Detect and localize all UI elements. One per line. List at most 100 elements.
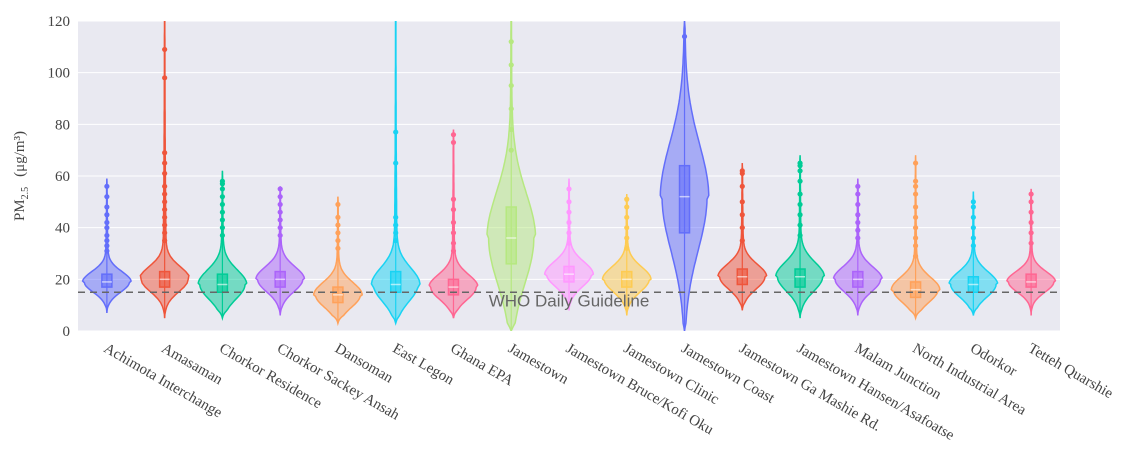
- outlier-point: [912, 160, 919, 166]
- outlier-point: [219, 217, 226, 223]
- outlier-point: [162, 183, 168, 189]
- y-tick-label: 120: [48, 14, 71, 30]
- violin-box: [505, 206, 517, 265]
- outlier-point: [1028, 240, 1034, 246]
- outlier-point: [335, 237, 341, 244]
- outlier-point: [797, 222, 803, 228]
- violin-box: [678, 164, 691, 234]
- y-title-sub: 2.5: [20, 187, 31, 200]
- outlier-point: [277, 194, 283, 200]
- outlier-point: [508, 62, 514, 68]
- outlier-point: [104, 237, 110, 244]
- outlier-point: [739, 199, 745, 205]
- outlier-point: [162, 222, 168, 228]
- outlier-point: [912, 243, 919, 249]
- outlier-point: [855, 227, 861, 233]
- outlier-point: [219, 186, 226, 192]
- outlier-point: [855, 201, 861, 208]
- outlier-point: [912, 253, 919, 259]
- outlier-point: [335, 230, 341, 236]
- outlier-point: [335, 201, 341, 208]
- outlier-point: [797, 201, 803, 208]
- outlier-point: [624, 196, 630, 202]
- outlier-point: [912, 235, 919, 241]
- outlier-point: [450, 230, 457, 236]
- outlier-point: [277, 225, 283, 231]
- outlier-point: [162, 206, 168, 213]
- outlier-point: [277, 186, 283, 192]
- x-tick-label: East Legon: [390, 341, 457, 389]
- outlier-point: [739, 183, 745, 189]
- outlier-point: [970, 225, 976, 231]
- outlier-point: [162, 237, 168, 244]
- outlier-point: [450, 196, 457, 202]
- y-tick-label: 40: [55, 221, 70, 237]
- violin-box: [1025, 273, 1037, 288]
- x-tick-label: Jamestown: [505, 341, 571, 388]
- outlier-point: [104, 194, 110, 200]
- outlier-point: [912, 178, 919, 184]
- outlier-point: [450, 240, 457, 246]
- outlier-point: [797, 178, 803, 184]
- outlier-point: [335, 245, 341, 251]
- x-tick-label: Chorkor Residence: [216, 341, 324, 413]
- outlier-point: [450, 248, 457, 254]
- violin-box: [794, 268, 806, 288]
- outlier-point: [104, 232, 110, 239]
- outlier-point: [104, 183, 110, 189]
- outlier-point: [797, 191, 803, 197]
- outlier-point: [855, 212, 861, 218]
- outlier-point: [219, 209, 226, 215]
- outlier-point: [162, 150, 168, 156]
- outlier-point: [566, 240, 572, 246]
- outlier-point: [1028, 191, 1034, 197]
- outlier-point: [393, 237, 399, 244]
- outlier-point: [1028, 230, 1034, 236]
- outlier-point: [912, 191, 919, 197]
- outlier-point: [797, 212, 803, 218]
- outlier-point: [508, 82, 514, 89]
- outlier-point: [912, 214, 919, 220]
- outlier-point: [219, 178, 226, 184]
- outlier-point: [566, 230, 572, 236]
- outlier-point: [912, 225, 919, 231]
- outlier-point: [1028, 199, 1034, 205]
- violin-box: [216, 273, 229, 293]
- outlier-point: [566, 186, 572, 192]
- outlier-point: [393, 214, 399, 220]
- outlier-point: [970, 204, 976, 210]
- outlier-point: [162, 230, 168, 236]
- outlier-point: [104, 248, 110, 254]
- y-tick-label: 60: [55, 169, 70, 185]
- outlier-point: [450, 206, 457, 213]
- outlier-point: [162, 214, 168, 220]
- y-title-unit: (μg/m³): [12, 131, 28, 177]
- outlier-point: [912, 204, 919, 210]
- y-tick-label: 100: [48, 66, 71, 82]
- outlier-point: [624, 235, 630, 241]
- outlier-point: [162, 191, 168, 197]
- outlier-point: [277, 209, 283, 215]
- violin-box: [101, 273, 113, 288]
- outlier-point: [335, 222, 341, 228]
- outlier-point: [970, 214, 976, 220]
- outlier-point: [1028, 209, 1034, 215]
- outlier-point: [162, 199, 168, 205]
- outlier-point: [855, 219, 861, 226]
- outlier-point: [162, 170, 168, 177]
- outlier-point: [797, 232, 803, 239]
- outlier-point: [739, 237, 745, 244]
- outlier-point: [797, 160, 803, 166]
- outlier-point: [566, 199, 572, 205]
- outlier-point: [681, 33, 688, 40]
- outlier-point: [970, 199, 976, 205]
- guideline-label: WHO Daily Guideline: [489, 291, 650, 310]
- x-tick-label: Tetteh Quarshie: [1025, 341, 1116, 403]
- outlier-point: [277, 201, 283, 208]
- outlier-point: [855, 235, 861, 241]
- outlier-point: [970, 235, 976, 241]
- outlier-point: [1028, 219, 1034, 226]
- y-tick-label: 80: [55, 117, 70, 133]
- outlier-point: [335, 214, 341, 220]
